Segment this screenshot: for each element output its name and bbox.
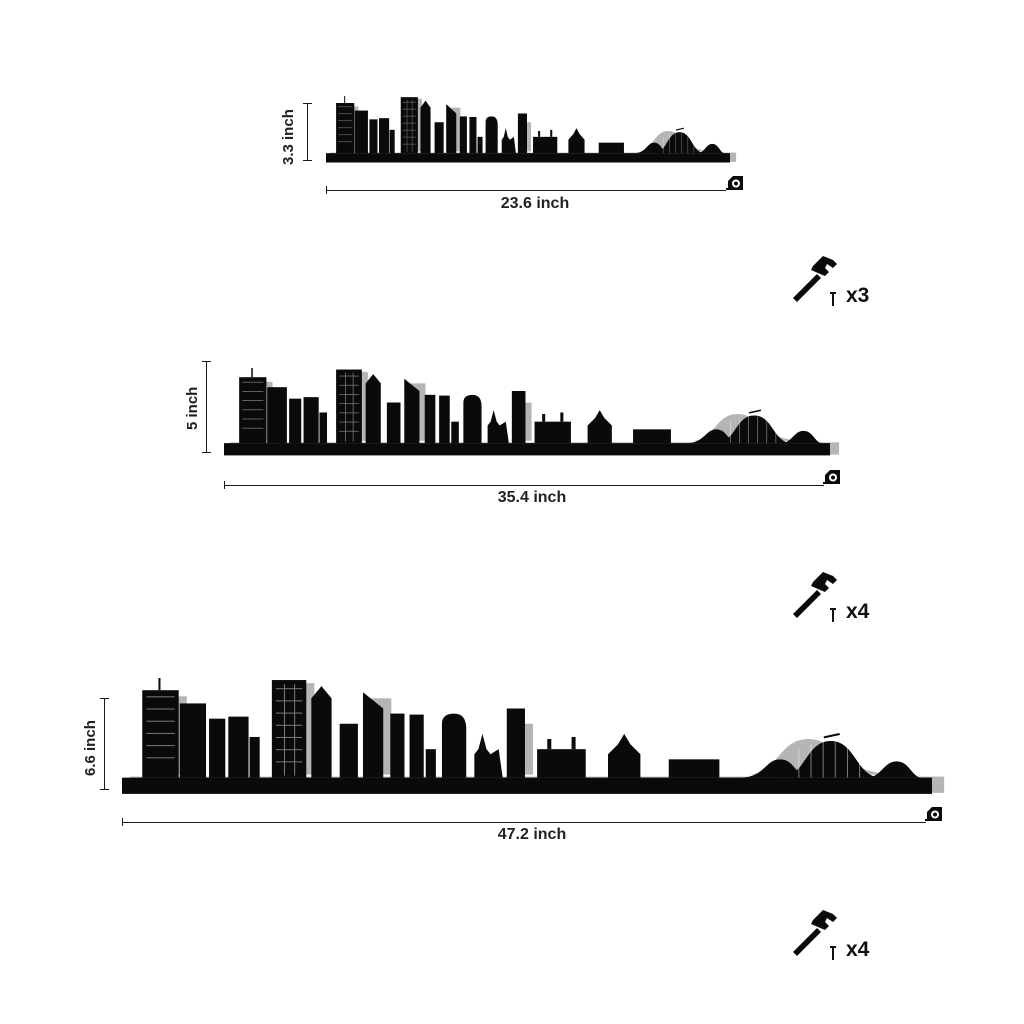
width-dimension-line (224, 481, 824, 489)
nail-icon (830, 292, 836, 306)
mounting-kit: x4 (789, 908, 889, 968)
nail-icon (830, 946, 836, 960)
width-dimension-line (122, 818, 926, 826)
height-label: 6.6 inch (82, 720, 99, 776)
tape-measure-icon (823, 470, 840, 484)
mounting-kit: x4 (789, 570, 889, 630)
tape-measure-icon (726, 176, 743, 190)
width-label: 47.2 inch (497, 826, 567, 843)
height-dimension-line (202, 361, 211, 453)
quantity-label: x4 (846, 938, 870, 961)
quantity-label: x3 (846, 284, 870, 307)
height-label: 3.3 inch (280, 109, 297, 165)
mounting-kit: x3 (789, 254, 889, 314)
skyline-silhouette (122, 678, 945, 794)
nail-icon (830, 608, 836, 622)
width-label: 35.4 inch (497, 489, 567, 506)
skyline-silhouette (224, 368, 840, 456)
height-label: 5 inch (184, 386, 201, 430)
width-dimension-line (326, 186, 726, 194)
height-dimension-line (100, 698, 109, 790)
height-dimension-line (303, 103, 312, 161)
width-label: 23.6 inch (500, 195, 570, 212)
quantity-label: x4 (846, 600, 870, 623)
tape-measure-icon (925, 807, 942, 821)
skyline-silhouette (326, 96, 737, 163)
